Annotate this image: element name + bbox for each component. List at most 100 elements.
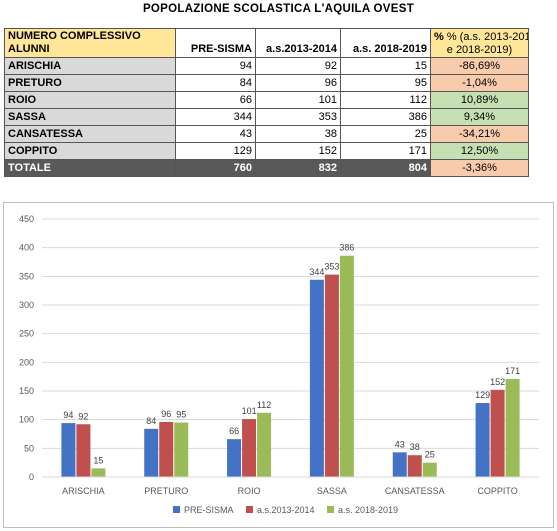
row-name: PRETURO xyxy=(4,74,176,92)
data-label: 94 xyxy=(63,410,73,420)
data-label: 15 xyxy=(93,455,103,465)
row-name: ARISCHIA xyxy=(4,57,176,75)
data-label: 43 xyxy=(395,439,405,449)
y-tick-label: 0 xyxy=(29,472,34,482)
table-row: COPPITO 129 152 171 12,50% xyxy=(4,142,529,160)
table-row: ROIO 66 101 112 10,89% xyxy=(4,91,529,109)
cell-percent: -1,04% xyxy=(430,74,529,92)
cell-2013-2014: 832 xyxy=(255,159,341,177)
y-tick-label: 250 xyxy=(19,329,34,339)
bar xyxy=(91,468,106,477)
data-label: 96 xyxy=(161,409,171,419)
cell-2018-2019: 95 xyxy=(340,74,431,92)
x-tick-label: ARISCHIA xyxy=(62,486,105,496)
cell-2013-2014: 38 xyxy=(255,125,341,143)
page-title: POPOLAZIONE SCOLASTICA L'AQUILA OVEST xyxy=(142,3,415,15)
y-tick-label: 100 xyxy=(19,415,34,425)
cell-pre-sisma: 84 xyxy=(175,74,256,92)
bar xyxy=(339,255,354,477)
legend-swatch xyxy=(327,506,334,513)
header-2018-2019: a.s. 2018-2019 xyxy=(340,28,431,58)
legend-swatch xyxy=(173,506,180,513)
cell-percent: -3,36% xyxy=(430,159,529,177)
legend-label: a.s. 2018-2019 xyxy=(338,505,398,515)
cell-2018-2019: 804 xyxy=(340,159,431,177)
data-label: 152 xyxy=(490,377,505,387)
cell-2013-2014: 96 xyxy=(255,74,341,92)
table-row: PRETURO 84 96 95 -1,04% xyxy=(4,74,529,92)
data-label: 353 xyxy=(324,262,339,272)
x-tick-label: ROIO xyxy=(238,486,261,496)
bar xyxy=(490,389,505,477)
bar xyxy=(144,428,159,477)
data-label: 112 xyxy=(257,400,271,410)
header-line-2: ALUNNI xyxy=(8,43,50,55)
data-label: 386 xyxy=(339,243,354,253)
data-label: 84 xyxy=(146,416,156,426)
y-tick-label: 400 xyxy=(19,243,34,253)
cell-2013-2014: 152 xyxy=(255,142,341,160)
cell-2018-2019: 171 xyxy=(340,142,431,160)
y-tick-label: 150 xyxy=(19,386,34,396)
cell-pre-sisma: 129 xyxy=(175,142,256,160)
bar xyxy=(76,424,91,477)
header-2013-2014: a.s.2013-2014 xyxy=(255,28,341,58)
cell-2018-2019: 112 xyxy=(340,91,431,109)
x-tick-label: SASSA xyxy=(317,486,347,496)
header-percent: % % (a.s. 2013-2014 e 2018-2019) xyxy=(430,28,529,58)
table-row: CANSATESSA 43 38 25 -34,21% xyxy=(4,125,529,143)
header-line-1: NUMERO COMPLESSIVO xyxy=(8,30,141,42)
data-label: 101 xyxy=(242,406,257,416)
legend-swatch xyxy=(246,506,253,513)
x-tick-label: PRETURO xyxy=(144,486,188,496)
bar xyxy=(324,274,339,477)
cell-2018-2019: 15 xyxy=(340,57,431,75)
bar xyxy=(422,462,437,477)
cell-pre-sisma: 760 xyxy=(175,159,256,177)
bar xyxy=(392,452,407,477)
header-pre-sisma: PRE-SISMA xyxy=(175,28,256,58)
cell-2013-2014: 353 xyxy=(255,108,341,126)
cell-percent: 10,89% xyxy=(430,91,529,109)
header-pct-line-1: % (a.s. 2013-2014 xyxy=(446,31,529,43)
cell-2018-2019: 386 xyxy=(340,108,431,126)
y-tick-label: 200 xyxy=(19,357,34,367)
table-total-row: TOTALE 760 832 804 -3,36% xyxy=(4,159,529,177)
bar xyxy=(61,423,76,477)
x-tick-label: CANSATESSA xyxy=(385,486,445,496)
row-name: SASSA xyxy=(4,108,176,126)
legend-label: a.s.2013-2014 xyxy=(257,505,315,515)
population-table: NUMERO COMPLESSIVO ALUNNI PRE-SISMA a.s.… xyxy=(4,28,529,177)
row-name: CANSATESSA xyxy=(4,125,176,143)
bar xyxy=(174,422,189,477)
data-label: 38 xyxy=(410,442,420,452)
cell-2013-2014: 101 xyxy=(255,91,341,109)
table-row: ARISCHIA 94 92 15 -86,69% xyxy=(4,57,529,75)
chart-frame: 0 50 100 150 200 250 300 350 400 450 94 92 15 ARISCHI… xyxy=(3,202,554,528)
y-tick-label: 50 xyxy=(24,443,34,453)
header-pct-line-2: e 2018-2019) xyxy=(446,44,513,56)
x-tick-label: COPPITO xyxy=(477,486,517,496)
y-tick-label: 350 xyxy=(19,271,34,281)
bar xyxy=(475,403,490,477)
bar xyxy=(159,421,174,477)
y-tick-label: 450 xyxy=(19,214,34,224)
data-label: 25 xyxy=(425,450,435,460)
header-total-students: NUMERO COMPLESSIVO ALUNNI xyxy=(4,28,176,58)
row-name: ROIO xyxy=(4,91,176,109)
data-label: 95 xyxy=(176,410,186,420)
cell-pre-sisma: 344 xyxy=(175,108,256,126)
data-label: 66 xyxy=(229,426,239,436)
cell-percent: 9,34% xyxy=(430,108,529,126)
legend-label: PRE-SISMA xyxy=(184,505,234,515)
bar xyxy=(242,419,257,477)
cell-pre-sisma: 94 xyxy=(175,57,256,75)
table-header-row: NUMERO COMPLESSIVO ALUNNI PRE-SISMA a.s.… xyxy=(4,28,529,58)
cell-2018-2019: 25 xyxy=(340,125,431,143)
data-label: 344 xyxy=(309,267,324,277)
bar xyxy=(505,378,520,477)
data-label: 92 xyxy=(78,411,88,421)
row-name: TOTALE xyxy=(4,159,176,177)
cell-percent: -86,69% xyxy=(430,57,529,75)
y-tick-label: 300 xyxy=(19,300,34,310)
